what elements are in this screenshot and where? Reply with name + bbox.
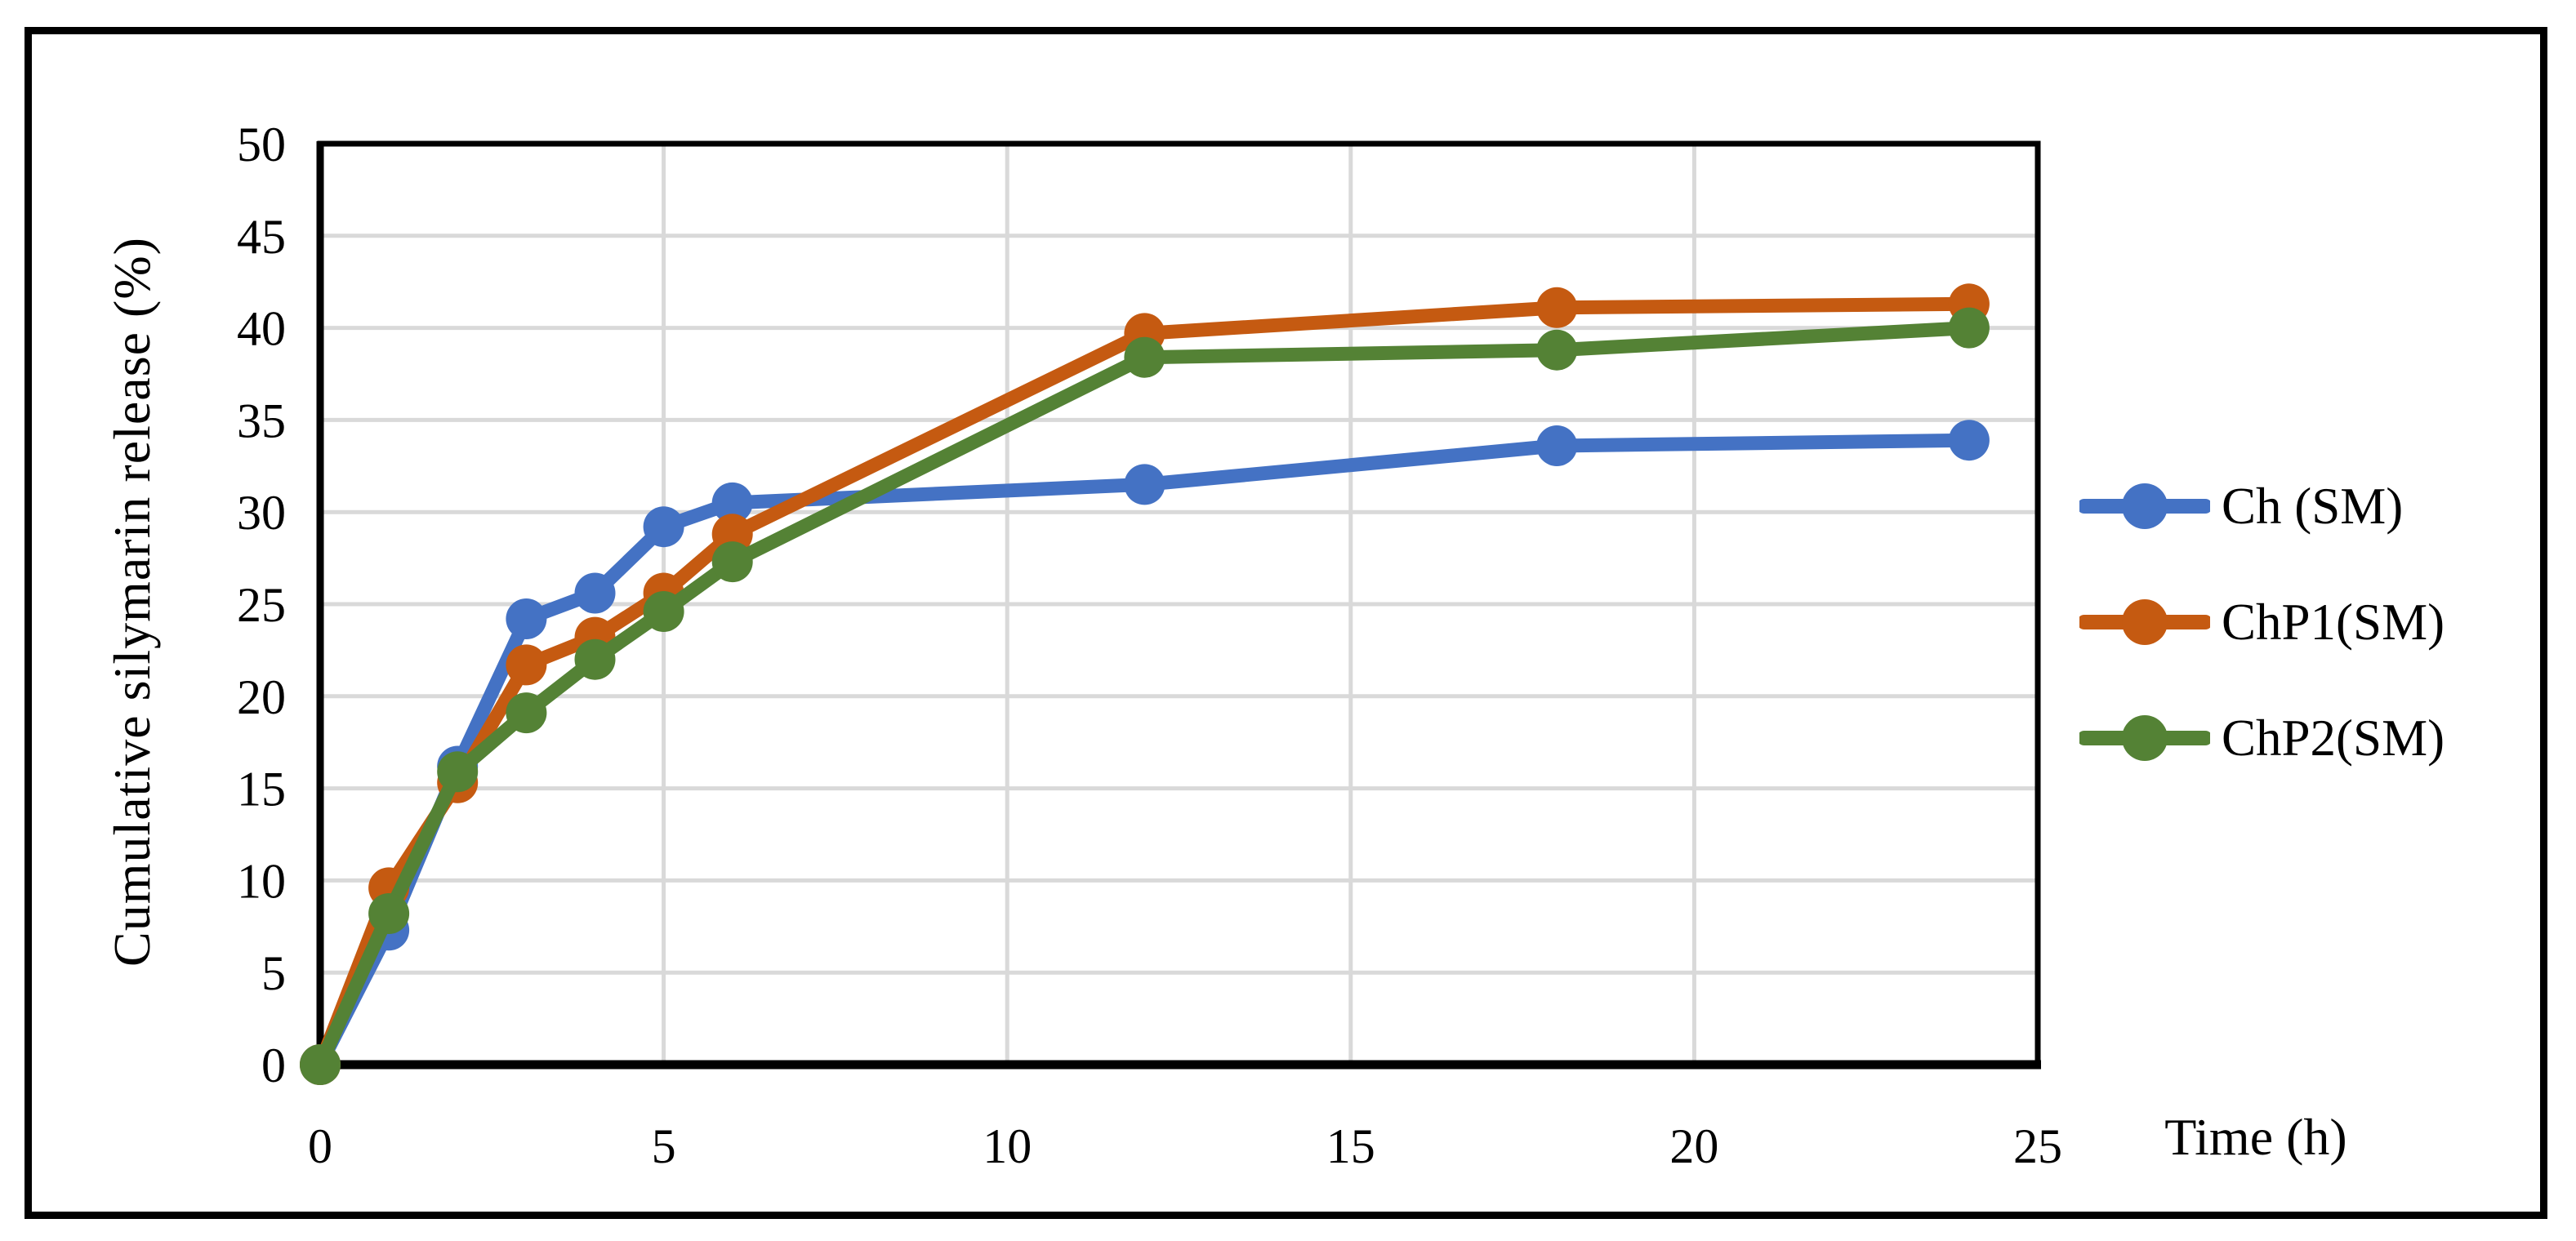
- y-tick-label: 45: [237, 210, 286, 264]
- data-point-ch-sm-x24: [1948, 420, 1990, 461]
- legend-dot: [2122, 599, 2168, 645]
- y-tick-label: 5: [261, 946, 286, 1000]
- x-tick-label: 20: [1669, 1119, 1718, 1173]
- series-chp2-sm: [300, 307, 1990, 1085]
- data-point-chp2-sm-x24: [1948, 307, 1990, 349]
- data-point-chp2-sm-x12: [1124, 336, 1165, 378]
- data-point-ch-sm-x4: [574, 572, 616, 614]
- series-ch-sm: [300, 420, 1990, 1085]
- legend-label: Ch (SM): [2222, 477, 2404, 535]
- data-point-ch-sm-x5: [643, 506, 684, 548]
- figure-border: [25, 27, 2547, 1219]
- y-axis-tick-labels: 0 5 10 15 20 25 30 35 40 45 50: [237, 118, 286, 1092]
- data-point-chp1-sm-x3: [506, 644, 547, 686]
- y-tick-label: 40: [237, 302, 286, 356]
- data-point-chp2-sm-x1: [368, 893, 410, 934]
- data-point-ch-sm-x6: [711, 482, 753, 523]
- y-tick-label: 25: [237, 578, 286, 632]
- legend-line-marker-icon: [2079, 715, 2210, 761]
- data-point-chp2-sm-x0: [300, 1044, 341, 1085]
- data-point-chp1-sm-x18: [1536, 287, 1578, 328]
- data-point-chp2-sm-x4: [574, 638, 616, 680]
- data-point-chp2-sm-x5: [643, 591, 684, 632]
- data-point-chp2-sm-x2: [437, 751, 479, 793]
- x-tick-label: 0: [308, 1119, 332, 1173]
- data-point-chp2-sm-x3: [506, 692, 547, 734]
- x-tick-label: 25: [2013, 1119, 2062, 1173]
- data-point-ch-sm-x12: [1124, 464, 1165, 505]
- legend-line-marker-icon: [2079, 599, 2210, 645]
- y-tick-label: 20: [237, 670, 286, 724]
- x-tick-label: 10: [983, 1119, 1032, 1173]
- series-line-chp2-sm: [313, 321, 1977, 1072]
- legend-label: ChP2(SM): [2222, 709, 2445, 767]
- legend-item-chp1-sm: ChP1(SM): [2079, 594, 2445, 651]
- y-axis-title: Cumulative silymarin release (%): [103, 237, 161, 967]
- legend-item-chp2-sm: ChP2(SM): [2079, 709, 2445, 767]
- chart-legend: Ch (SM) ChP1(SM) ChP2(SM): [2079, 478, 2445, 767]
- legend-label: ChP1(SM): [2222, 593, 2445, 651]
- data-point-chp2-sm-x18: [1536, 329, 1578, 371]
- legend-dot: [2122, 715, 2168, 761]
- y-tick-label: 30: [237, 486, 286, 540]
- legend-dot: [2122, 483, 2168, 529]
- x-axis-tick-labels: 0 5 10 15 20 25: [308, 1119, 2062, 1173]
- y-tick-label: 10: [237, 854, 286, 908]
- x-tick-label: 5: [652, 1119, 676, 1173]
- data-point-ch-sm-x3: [506, 598, 547, 639]
- data-point-ch-sm-x18: [1536, 425, 1578, 466]
- legend-item-ch-sm: Ch (SM): [2079, 478, 2445, 535]
- x-axis-title: Time (h): [2164, 1108, 2347, 1166]
- legend-line-marker-icon: [2079, 483, 2210, 529]
- data-point-chp2-sm-x6: [711, 541, 753, 583]
- y-tick-label: 15: [237, 763, 286, 816]
- y-tick-label: 35: [237, 394, 286, 447]
- x-tick-label: 15: [1326, 1119, 1375, 1173]
- y-tick-label: 0: [261, 1039, 286, 1092]
- y-tick-label: 50: [237, 118, 286, 171]
